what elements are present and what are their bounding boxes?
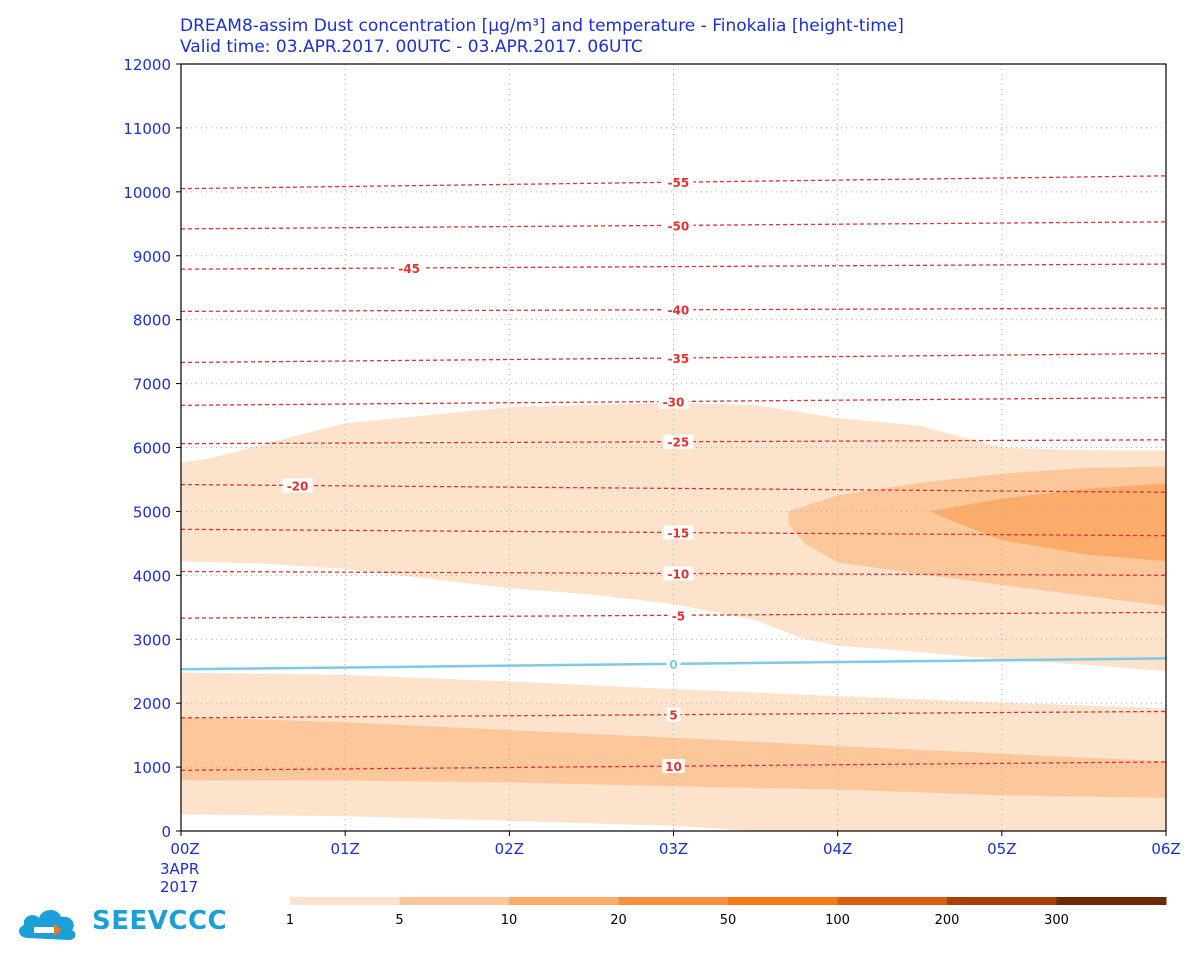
isotherm-label: -55 [668,176,690,190]
colorbar-swatch [399,897,510,905]
isotherm-label-bg [663,302,694,317]
colorbar-label: 200 [935,913,960,928]
x-date-label: 3APR [160,860,199,878]
isotherm--45 [180,263,1167,270]
isotherm-label-bg [663,566,694,581]
isotherm-label-bg [663,218,694,233]
isotherm-label-bg [282,478,313,493]
logo-text: SEEVCCC [92,906,228,936]
isotherm-label: 5 [669,709,677,723]
isotherm-label: 0 [669,658,677,672]
colorbar-label: 20 [610,913,627,928]
x-date-label: 2017 [160,878,198,896]
isotherm-label-bg [663,434,694,449]
y-tick-label: 12000 [123,56,171,74]
isotherm-label-bg [663,525,694,540]
colorbar: 1 5 10 20 50 100 200 300 [286,897,1167,928]
y-tick-label: 0 [161,823,171,841]
y-tick-label: 4000 [133,567,171,585]
isotherm-label: 10 [665,760,682,774]
colorbar-label: 10 [501,913,518,928]
x-tick-label: 03Z [659,840,688,858]
dust-region-surface-clear [181,814,756,831]
colorbar-swatch [947,897,1057,905]
colorbar-swatch [509,897,619,905]
y-tick-label: 3000 [133,631,171,649]
isotherm-label: -45 [398,262,420,276]
isotherm-label: -20 [287,479,309,493]
x-tick-label: 04Z [823,840,852,858]
cloud-icon [19,909,76,940]
colorbar-swatch [618,897,729,905]
isotherm-label: -40 [668,304,690,318]
isotherm-label: -15 [668,527,690,541]
x-tick-label: 05Z [987,840,1016,858]
isotherm-label: -10 [668,567,690,581]
isotherm-label-bg [663,175,694,190]
dust-region-upper-max [929,483,1166,562]
isotherm-label-bg [658,394,689,409]
y-tick-label: 8000 [133,312,171,330]
y-tick-label: 2000 [133,695,171,713]
y-tick-label: 11000 [123,120,171,138]
colorbar-label: 1 [286,913,294,928]
colorbar-label: 50 [720,913,737,928]
y-tick-label: 1000 [133,759,171,777]
y-tick-label: 9000 [133,248,171,266]
grid [181,64,1166,831]
valid-time: Valid time: 03.APR.2017. 00UTC - 03.APR.… [180,37,643,57]
x-tick-label: 00Z [170,840,199,858]
colorbar-label: 5 [395,913,403,928]
isotherm-label-bg [666,707,681,722]
isotherm-label-bg [662,759,685,774]
colorbar-label: 300 [1044,913,1069,928]
isotherm-label-bg [394,260,425,275]
isotherm-label: -50 [668,219,690,233]
colorbar-swatch [290,897,400,905]
isotherm-label-bg [663,350,694,365]
y-tick-label: 6000 [133,440,171,458]
dust-region-lower-core [181,717,1166,798]
dust-regions [181,402,1166,831]
isotherm-label: -35 [668,352,690,366]
y-tick-label: 7000 [133,376,171,394]
x-tick-label: 06Z [1151,840,1180,858]
isotherm-label-bg [667,608,690,623]
y-tick-label: 5000 [133,503,171,521]
y-axis: 0 1000 2000 3000 4000 5000 6000 7000 8000 9000 100… [123,56,181,841]
colorbar-swatch [837,897,948,905]
seevccc-logo: SEEVCCC [14,900,227,946]
isotherm-label: -30 [663,395,685,409]
colorbar-swatch [1056,897,1167,905]
isotherm-label: -5 [672,609,685,623]
isotherm-label: -25 [668,436,690,450]
y-tick-label: 10000 [123,184,171,202]
x-tick-label: 01Z [330,840,359,858]
x-tick-label: 02Z [495,840,524,858]
isotherm--20 [180,483,1167,493]
colorbar-swatch [728,897,838,905]
isotherm-label-bg [666,656,681,671]
chart-title: DREAM8-assim Dust concentration [μg/m³] … [180,16,904,36]
colorbar-label: 100 [825,913,850,928]
